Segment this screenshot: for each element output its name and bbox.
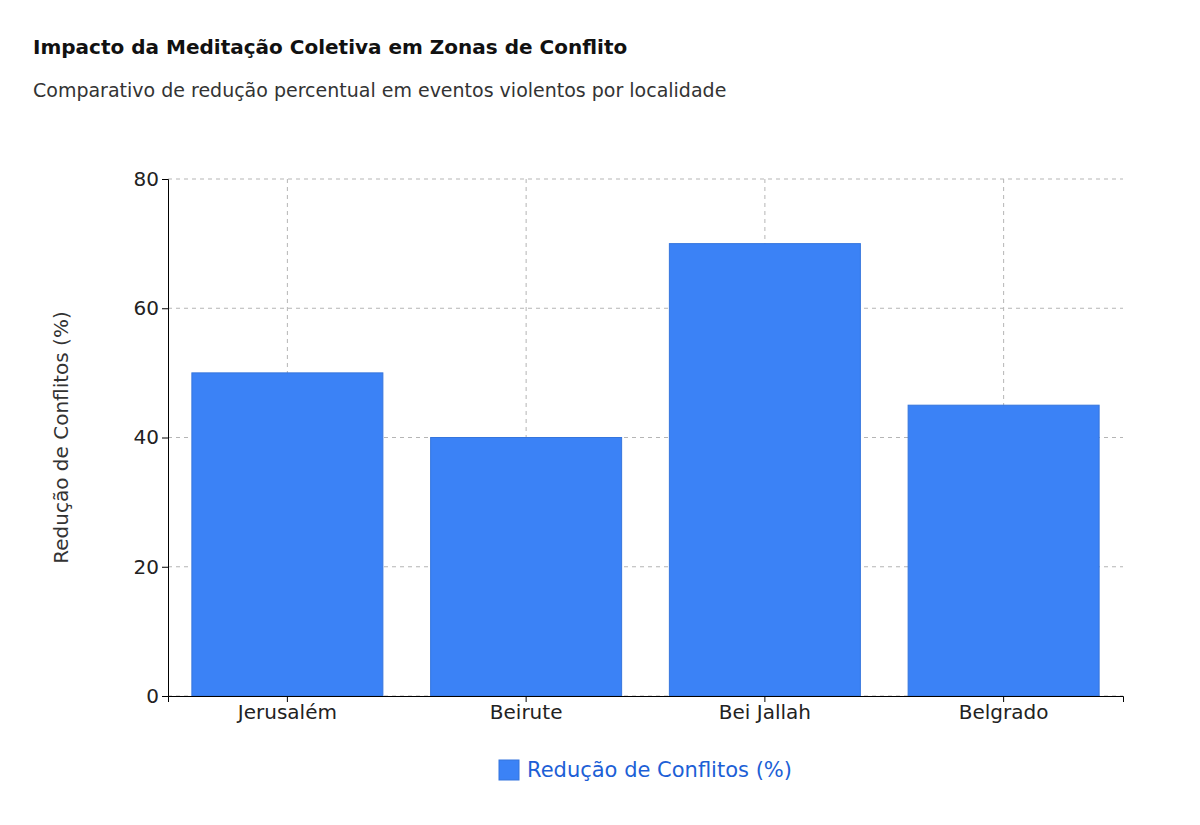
axis-line — [162, 180, 169, 697]
tick-label: 0 — [146, 684, 159, 708]
chart: Impacto da Meditação Coletiva em Zonas d… — [0, 0, 1200, 825]
tick: 0 — [146, 684, 168, 708]
bars — [192, 244, 1099, 696]
tick-label: 40 — [134, 425, 159, 449]
tick-mark — [162, 696, 168, 697]
tick: 60 — [134, 296, 168, 320]
tick: Jerusalém — [236, 696, 337, 724]
grid-line — [168, 179, 1123, 180]
bar — [908, 405, 1099, 696]
title: Impacto da Meditação Coletiva em Zonas d… — [33, 35, 627, 59]
plot: 0 20 40 60 80 Jerusalém Beirute Bei Jallah Belgr… — [134, 167, 1124, 724]
tick-label: Bei Jallah — [719, 700, 811, 724]
subtitle: Comparativo de redução percentual em eve… — [33, 79, 726, 101]
tick-label: Beirute — [490, 700, 563, 724]
legend: Redução de Conflitos (%) — [499, 758, 792, 782]
tick-label: 80 — [134, 167, 159, 191]
bar — [192, 373, 383, 696]
tick-label: Belgrado — [959, 700, 1049, 724]
bar — [431, 438, 622, 697]
tick: Beirute — [490, 696, 563, 724]
legend-swatch — [499, 760, 519, 780]
tick-label: 60 — [134, 296, 159, 320]
y-axis: 0 20 40 60 80 — [134, 167, 169, 708]
tick: Belgrado — [959, 696, 1049, 724]
tick-mark — [162, 308, 168, 309]
grid-line — [168, 308, 1123, 309]
tick-label: 20 — [134, 555, 159, 579]
grid — [168, 179, 1123, 696]
tick-mark — [162, 567, 168, 568]
tick: 80 — [134, 167, 168, 191]
tick-label: Jerusalém — [236, 700, 337, 724]
y-axis-title: Redução de Conflitos (%) — [49, 311, 73, 563]
tick-mark — [162, 438, 168, 439]
legend-label: Redução de Conflitos (%) — [527, 758, 792, 782]
legend-item: Redução de Conflitos (%) — [499, 758, 792, 782]
tick-mark — [162, 179, 168, 180]
tick: 20 — [134, 555, 168, 579]
tick: Bei Jallah — [719, 696, 811, 724]
x-axis: Jerusalém Beirute Bei Jallah Belgrado — [169, 696, 1124, 724]
bar — [669, 244, 860, 696]
tick: 40 — [134, 425, 168, 449]
